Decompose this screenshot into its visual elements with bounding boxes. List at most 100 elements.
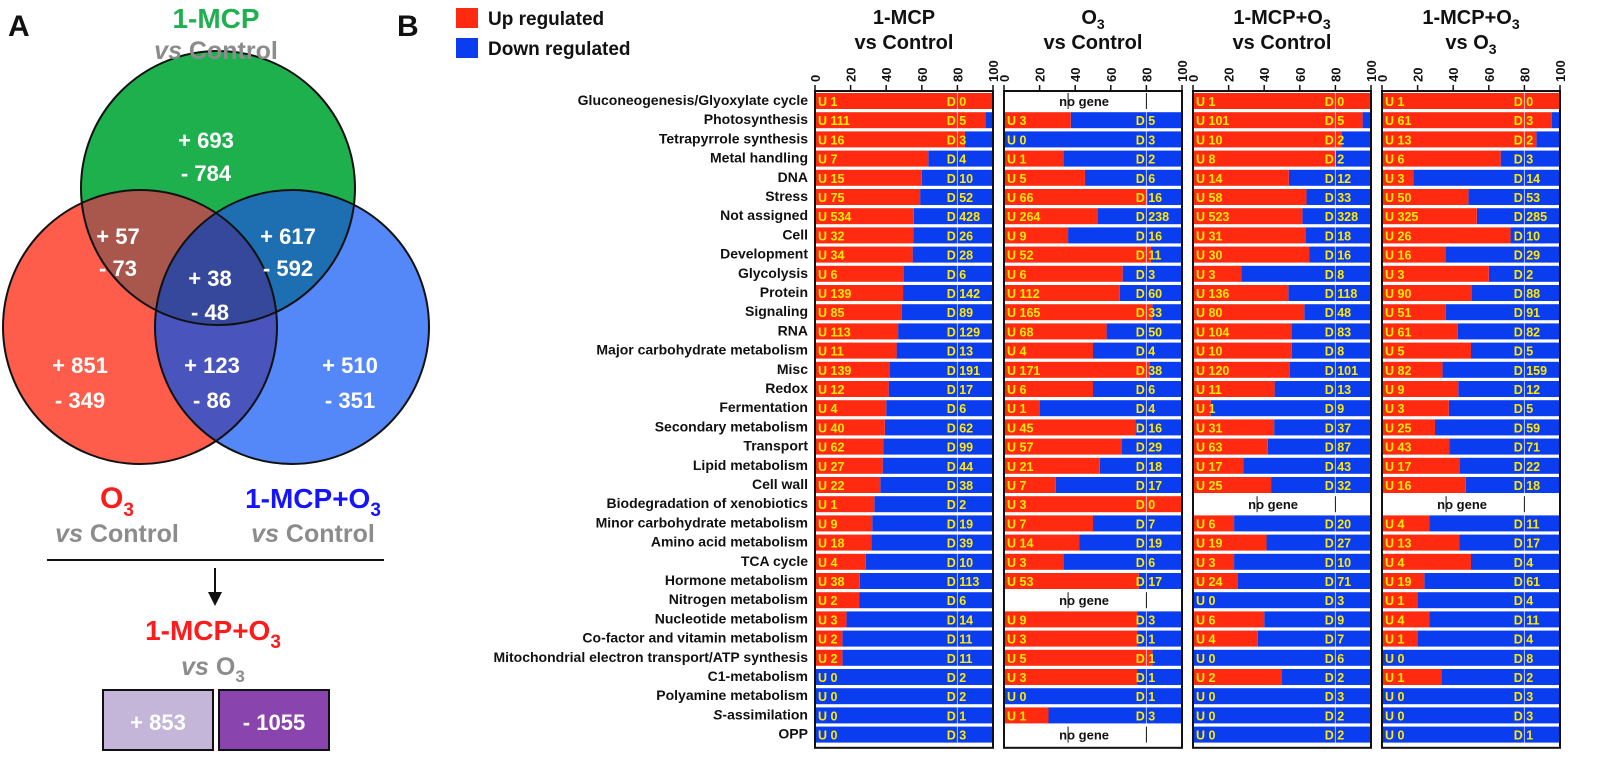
up-count-label: U 0 (1196, 594, 1216, 608)
up-bar (1382, 381, 1459, 397)
category-label: Misc (777, 361, 808, 377)
up-count-label: U 19 (1385, 575, 1411, 589)
down-count-label: D 285 (1514, 210, 1547, 224)
down-bar (1302, 208, 1371, 225)
down-bar (889, 361, 993, 378)
down-count-label: D 11 (1514, 613, 1540, 627)
down-count-label: D 2 (947, 671, 967, 685)
up-count-label: U 61 (1385, 114, 1411, 128)
chart-title: 1-MCP (873, 7, 935, 29)
up-bar (815, 400, 887, 417)
up-bar (1193, 381, 1275, 397)
up-count-label: U 40 (818, 421, 844, 435)
up-bar (1004, 669, 1138, 685)
axis-tick-label: 20 (1222, 68, 1237, 82)
down-count-label: D 1 (947, 709, 967, 723)
label-o3-subtitle: vs Control (55, 520, 179, 548)
down-count-label: D 2 (1325, 133, 1345, 147)
up-count-label: U 11 (1196, 383, 1222, 397)
down-count-label: D 9 (1325, 613, 1345, 627)
down-count-label: D 3 (947, 729, 967, 743)
down-count-label: D 129 (947, 325, 980, 339)
up-bar (1382, 592, 1418, 609)
up-bar (1004, 496, 1182, 513)
axis-tick-label: 20 (844, 68, 859, 82)
up-count-label: U 1 (1385, 95, 1405, 109)
up-count-label: U 0 (1007, 133, 1027, 147)
up-bar (1193, 457, 1244, 474)
down-bar (1288, 169, 1371, 186)
category-label: Gluconeogenesis/Glyoxylate cycle (578, 92, 809, 108)
up-bar (815, 265, 904, 282)
down-bar (1068, 227, 1182, 244)
category-label: Glycolysis (738, 265, 808, 281)
down-bar (1257, 630, 1371, 647)
down-count-label: D 3 (947, 133, 967, 147)
up-count-label: U 3 (1196, 556, 1216, 570)
up-bar (1382, 208, 1477, 225)
down-bar (1551, 112, 1560, 129)
chart-subtitle: vs Control (855, 32, 954, 54)
up-bar (1193, 131, 1342, 148)
down-count-label: D 27 (1325, 537, 1351, 551)
chart-subtitle: vs Control (1233, 32, 1332, 54)
down-count-label: D 3 (1136, 613, 1156, 627)
down-count-label: D 2 (947, 690, 967, 704)
venn-combo-down: - 351 (325, 388, 375, 413)
down-bar (1267, 438, 1371, 455)
down-bar (1413, 169, 1560, 186)
down-count-label: D 33 (1325, 191, 1351, 205)
up-count-label: U 3 (1196, 268, 1216, 282)
up-count-label: U 1 (818, 95, 838, 109)
up-bar (1382, 515, 1430, 532)
no-gene-label: no gene (1059, 728, 1109, 743)
down-count-label: D 10 (947, 172, 973, 186)
down-count-label: D 17 (1136, 479, 1162, 493)
down-count-label: D 17 (1514, 537, 1540, 551)
category-label: S-assimilation (713, 706, 808, 722)
label-combo-subtitle: vs Control (251, 520, 375, 548)
up-bar (1382, 400, 1449, 417)
category-label: Major carbohydrate metabolism (596, 342, 808, 358)
up-count-label: U 45 (1007, 421, 1033, 435)
up-bar (1193, 573, 1238, 589)
down-bar (1274, 419, 1371, 436)
up-count-label: U 120 (1196, 364, 1229, 378)
down-count-label: D 61 (1514, 575, 1540, 589)
category-label: DNA (778, 169, 808, 185)
down-bar (1264, 611, 1371, 628)
up-bar (1004, 381, 1093, 397)
down-count-label: D 82 (1514, 325, 1540, 339)
venn-1mcp-up: + 693 (178, 128, 234, 153)
down-count-label: D 13 (947, 345, 973, 359)
down-bar (1288, 285, 1371, 301)
up-count-label: U 25 (1196, 479, 1222, 493)
up-count-label: U 7 (1007, 517, 1027, 531)
axis-tick-label: 100 (986, 60, 1001, 82)
up-count-label: U 17 (1196, 460, 1222, 474)
down-count-label: D 3 (1514, 114, 1534, 128)
up-count-label: U 4 (1385, 517, 1405, 531)
up-bar (815, 419, 885, 436)
down-count-label: D 10 (1325, 556, 1351, 570)
up-bar (815, 611, 847, 628)
bar-charts: Gluconeogenesis/Glyoxylate cycle Photosyn… (493, 7, 1568, 749)
down-count-label: D 3 (1514, 709, 1534, 723)
down-bar (815, 688, 993, 705)
up-bar (1193, 534, 1267, 551)
up-count-label: U 1 (1385, 594, 1405, 608)
down-bar (859, 573, 993, 589)
up-bar (1193, 323, 1292, 340)
down-bar (1039, 400, 1182, 417)
down-bar (1429, 611, 1560, 628)
up-count-label: U 5 (1385, 345, 1405, 359)
up-count-label: U 75 (818, 191, 844, 205)
category-label: Biodegradation of xenobiotics (607, 495, 809, 511)
down-bar (888, 381, 993, 397)
up-count-label: U 136 (1196, 287, 1229, 301)
down-bar (1152, 649, 1182, 666)
up-bar (1004, 227, 1069, 244)
down-count-label: D 38 (947, 479, 973, 493)
down-bar (1445, 246, 1560, 263)
up-count-label: U 1 (1385, 671, 1405, 685)
